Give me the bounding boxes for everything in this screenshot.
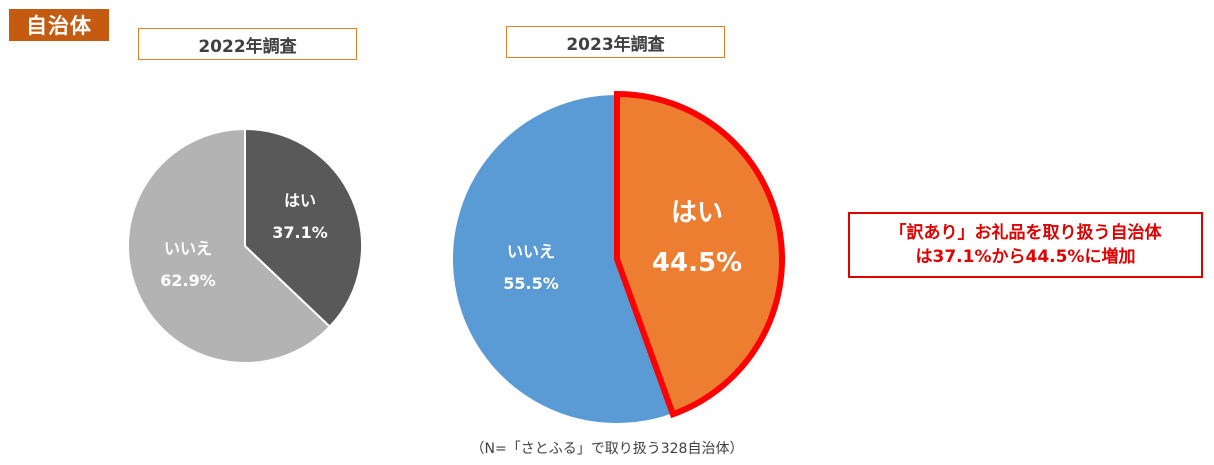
slice-value-no: 55.5% [503,274,559,293]
slice-label-yes: はい [671,198,723,228]
slice-value-yes: 44.5% [652,248,742,278]
slice-value-yes: 37.1% [272,223,328,242]
callout-line-1: 「訳あり」お礼品を取り扱う自治体 [889,223,1162,243]
pie-chart-2022: はい 37.1% いいえ 62.9% [127,127,363,364]
slice-label-yes: はい [284,191,316,210]
pie-slice-no [451,92,675,425]
pie-chart-2023: はい 44.5% いいえ 55.5% [451,90,785,425]
category-tag: 自治体 [9,9,109,41]
chart-title-2023: 2023年調査 [506,26,725,58]
slice-label-no: いいえ [164,239,212,258]
callout-line-2: は37.1%から44.5%に増加 [915,247,1136,267]
callout-box: 「訳あり」お礼品を取り扱う自治体 は37.1%から44.5%に増加 [848,212,1203,278]
sample-note: （N=「さとふる」で取り扱う328自治体） [470,441,744,457]
slice-value-no: 62.9% [160,271,216,290]
chart-title-2022: 2022年調査 [138,28,357,60]
slice-label-no: いいえ [507,242,555,261]
pie-slice-no [127,127,332,364]
pie-slice-yes [244,127,363,329]
highlight-outline [614,90,785,419]
